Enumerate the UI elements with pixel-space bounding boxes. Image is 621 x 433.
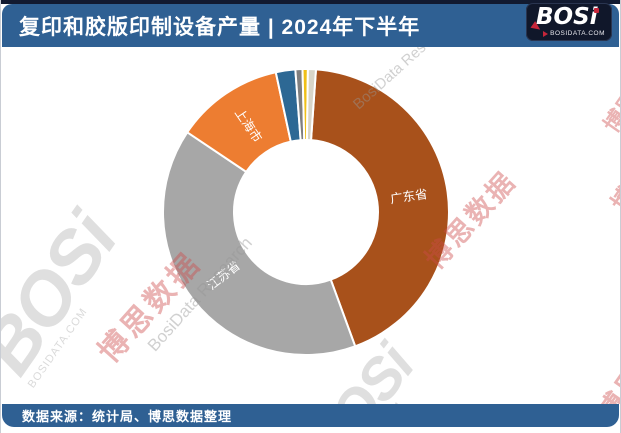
top-dark-strip	[1, 0, 620, 4]
logo-small-triangle-icon	[543, 30, 549, 37]
data-source-text: 数据来源：统计局、博思数据整理	[22, 409, 233, 424]
bosi-logo-url: BOSIDATA.COM	[550, 30, 605, 37]
bosi-logo-subtext: BOSIDATA.COM	[543, 30, 605, 37]
bosi-logo-text: BOSi	[536, 4, 598, 30]
chart-area: BOSi BOSIDATA.COM 博思数据 BosiData Research…	[1, 47, 620, 404]
donut-slice-江苏省	[162, 130, 357, 356]
page-title: 复印和胶版印制设备产量 | 2024年下半年	[19, 15, 421, 39]
logo-red-dot	[594, 8, 599, 13]
donut-slice-广东省	[309, 68, 450, 348]
donut-slice	[305, 67, 318, 142]
header-bar: 复印和胶版印制设备产量 | 2024年下半年	[2, 4, 619, 47]
bosi-logo: BOSi BOSIDATA.COM	[526, 3, 612, 41]
footer-bar: 数据来源：统计局、博思数据整理	[2, 404, 619, 427]
slice-label: 广东省	[389, 187, 428, 206]
